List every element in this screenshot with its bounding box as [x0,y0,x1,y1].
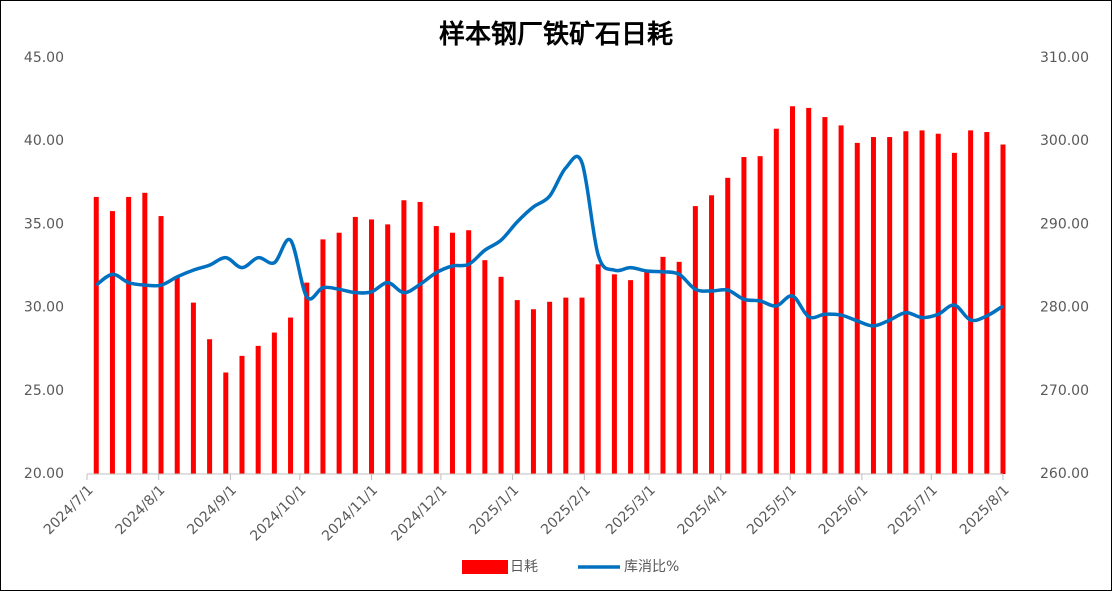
bar [369,219,375,474]
bar [676,261,682,474]
bar [93,196,99,474]
bar [466,230,472,474]
bar [547,301,553,474]
line [95,154,1004,328]
bar [854,142,860,474]
bar [417,201,423,474]
bar [385,224,391,474]
legend-label: 日耗 [510,559,538,575]
y-tick-label: 20.00 [24,466,64,482]
y2-tick-label: 310.00 [1040,50,1089,66]
bar [1000,144,1006,474]
bar [984,132,990,474]
bar [951,152,957,474]
y-tick-label: 45.00 [24,50,64,66]
bar [433,226,439,474]
bar [887,137,893,475]
y2-tick-label: 270.00 [1040,383,1089,399]
bar [320,239,326,474]
bar [190,302,196,474]
bar [352,216,358,475]
bar [919,130,925,474]
bar [709,195,715,474]
bar [838,125,844,474]
bar [870,137,876,475]
bar [692,206,698,474]
bar [271,332,277,474]
y2-tick-label: 280.00 [1040,300,1089,316]
bar [806,107,812,475]
legend-label: 库消比% [624,559,679,575]
y-tick-label: 40.00 [24,133,64,149]
bar [611,274,617,474]
legend-swatch [462,560,508,574]
bar [514,300,520,474]
bar [482,260,488,474]
y-tick-label: 35.00 [24,216,64,232]
bar [628,280,634,474]
bar [741,157,747,474]
chart-title: 样本钢厂铁矿石日耗 [439,19,673,50]
bar [757,156,763,474]
bar [595,264,601,474]
bar [968,130,974,474]
bar [126,196,132,474]
bar [579,297,585,474]
bar [255,345,261,474]
bar [822,117,828,475]
bar [336,232,342,474]
bar [563,297,569,474]
bar [142,192,148,474]
bar [498,276,504,474]
y2-tick-label: 300.00 [1040,133,1089,149]
bar [304,282,310,474]
y2-tick-label: 290.00 [1040,216,1089,232]
bar [207,339,213,474]
bar [935,133,941,474]
bar [790,106,796,475]
bar [223,372,229,474]
bar [174,275,180,474]
bar [401,200,407,474]
bar [660,256,666,474]
y-tick-label: 30.00 [24,300,64,316]
bar [239,355,245,474]
bar [903,131,909,474]
bar [725,177,731,475]
bar [288,317,294,474]
y-tick-label: 25.00 [24,383,64,399]
bar [109,211,115,474]
y2-tick-label: 260.00 [1040,466,1089,482]
bar [773,128,779,474]
bar [449,232,455,474]
bar [530,309,536,474]
bar [158,216,164,474]
bar [644,270,650,474]
